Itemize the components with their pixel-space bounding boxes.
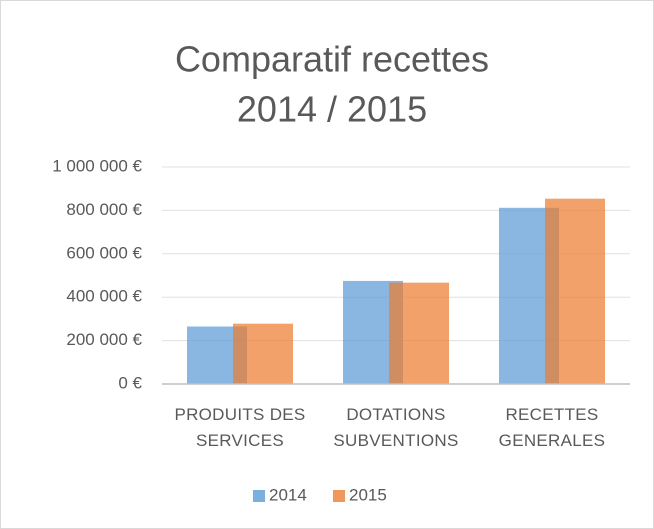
chart-subtitle: 2014 / 2015: [237, 89, 427, 130]
y-tick-label: 400 000 €: [66, 287, 142, 306]
legend-swatch: [253, 490, 265, 502]
bar: [545, 198, 605, 384]
x-tick-label: RECETTES GENERALES: [498, 405, 606, 450]
legend-swatch: [333, 490, 345, 502]
x-tick-label: PRODUITS DES SERVICES: [174, 405, 306, 450]
y-tick-label: 600 000 €: [66, 243, 142, 262]
chart-title: Comparatif recettes: [175, 39, 489, 80]
legend-label: 2015: [349, 485, 387, 504]
bar: [233, 323, 293, 384]
y-tick-label: 1 000 000 €: [52, 156, 142, 175]
y-tick-label: 0 €: [118, 373, 142, 392]
legend-label: 2014: [269, 485, 307, 504]
y-tick-label: 200 000 €: [66, 330, 142, 349]
y-tick-label: 800 000 €: [66, 200, 142, 219]
x-tick-label: DOTATIONS SUBVENTIONS: [333, 405, 459, 450]
bar: [389, 282, 449, 384]
